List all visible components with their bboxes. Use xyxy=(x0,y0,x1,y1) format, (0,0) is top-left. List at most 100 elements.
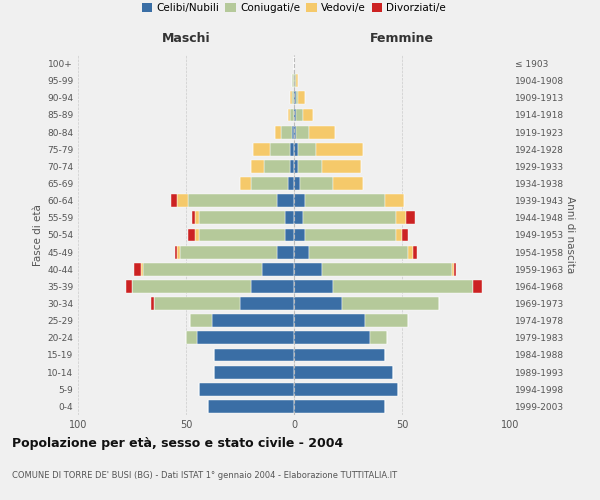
Bar xyxy=(322,263,452,276)
Bar xyxy=(294,212,302,224)
Text: Maschi: Maschi xyxy=(161,32,211,44)
Bar xyxy=(290,92,292,104)
Bar xyxy=(296,108,302,122)
Bar xyxy=(175,246,178,258)
Bar xyxy=(413,246,417,258)
Bar xyxy=(309,126,335,138)
Bar xyxy=(154,297,240,310)
Text: COMUNE DI TORRE DE' BUSI (BG) - Dati ISTAT 1° gennaio 2004 - Elaborazione TUTTIT: COMUNE DI TORRE DE' BUSI (BG) - Dati IST… xyxy=(12,470,397,480)
Bar xyxy=(409,246,413,258)
Bar xyxy=(294,383,398,396)
Bar xyxy=(171,194,178,207)
Bar xyxy=(294,228,305,241)
Bar xyxy=(286,228,294,241)
Bar xyxy=(214,348,294,362)
Y-axis label: Fasce di età: Fasce di età xyxy=(33,204,43,266)
Bar xyxy=(294,348,385,362)
Bar xyxy=(251,160,264,173)
Bar xyxy=(370,332,387,344)
Bar xyxy=(294,366,394,378)
Bar xyxy=(287,177,294,190)
Bar xyxy=(194,228,199,241)
Bar xyxy=(294,314,365,327)
Bar xyxy=(294,160,298,173)
Bar xyxy=(294,263,322,276)
Bar xyxy=(333,280,473,293)
Bar xyxy=(294,194,305,207)
Bar xyxy=(294,297,341,310)
Bar xyxy=(251,280,294,293)
Bar xyxy=(188,194,277,207)
Bar xyxy=(190,314,212,327)
Bar xyxy=(298,92,305,104)
Bar xyxy=(132,280,251,293)
Bar xyxy=(208,400,294,413)
Bar xyxy=(365,314,409,327)
Bar xyxy=(402,228,409,241)
Bar xyxy=(302,108,313,122)
Bar xyxy=(199,212,286,224)
Bar xyxy=(296,92,298,104)
Bar xyxy=(294,177,301,190)
Bar xyxy=(294,400,385,413)
Bar xyxy=(178,194,188,207)
Bar xyxy=(294,74,296,87)
Bar xyxy=(270,143,290,156)
Bar xyxy=(275,126,281,138)
Bar xyxy=(406,212,415,224)
Bar xyxy=(179,246,277,258)
Bar xyxy=(251,177,287,190)
Bar xyxy=(151,297,154,310)
Bar xyxy=(240,177,251,190)
Bar xyxy=(292,126,294,138)
Bar xyxy=(309,246,409,258)
Bar xyxy=(193,212,194,224)
Bar xyxy=(395,228,402,241)
Bar xyxy=(143,263,262,276)
Bar xyxy=(305,228,395,241)
Bar xyxy=(296,126,309,138)
Bar xyxy=(294,92,296,104)
Bar xyxy=(294,332,370,344)
Bar xyxy=(290,108,294,122)
Bar xyxy=(316,143,363,156)
Bar xyxy=(140,263,143,276)
Bar xyxy=(454,263,456,276)
Bar xyxy=(277,246,294,258)
Bar xyxy=(290,160,294,173)
Bar xyxy=(178,246,179,258)
Bar xyxy=(264,160,290,173)
Bar xyxy=(262,263,294,276)
Y-axis label: Anni di nascita: Anni di nascita xyxy=(565,196,575,274)
Bar xyxy=(212,314,294,327)
Bar xyxy=(395,212,406,224)
Text: Femmine: Femmine xyxy=(370,32,434,44)
Bar xyxy=(281,126,292,138)
Bar xyxy=(473,280,482,293)
Bar xyxy=(294,280,333,293)
Bar xyxy=(305,194,385,207)
Bar xyxy=(298,143,316,156)
Bar xyxy=(199,228,286,241)
Bar xyxy=(186,332,197,344)
Bar xyxy=(188,228,194,241)
Bar xyxy=(385,194,404,207)
Bar xyxy=(199,383,294,396)
Bar xyxy=(286,212,294,224)
Bar xyxy=(298,160,322,173)
Bar xyxy=(294,108,296,122)
Bar xyxy=(302,212,395,224)
Bar xyxy=(125,280,132,293)
Bar xyxy=(287,108,290,122)
Bar xyxy=(301,177,333,190)
Bar xyxy=(333,177,363,190)
Bar xyxy=(452,263,454,276)
Bar xyxy=(294,143,298,156)
Bar xyxy=(240,297,294,310)
Bar xyxy=(322,160,361,173)
Bar xyxy=(134,263,140,276)
Bar xyxy=(277,194,294,207)
Bar xyxy=(197,332,294,344)
Bar xyxy=(341,297,439,310)
Bar xyxy=(253,143,270,156)
